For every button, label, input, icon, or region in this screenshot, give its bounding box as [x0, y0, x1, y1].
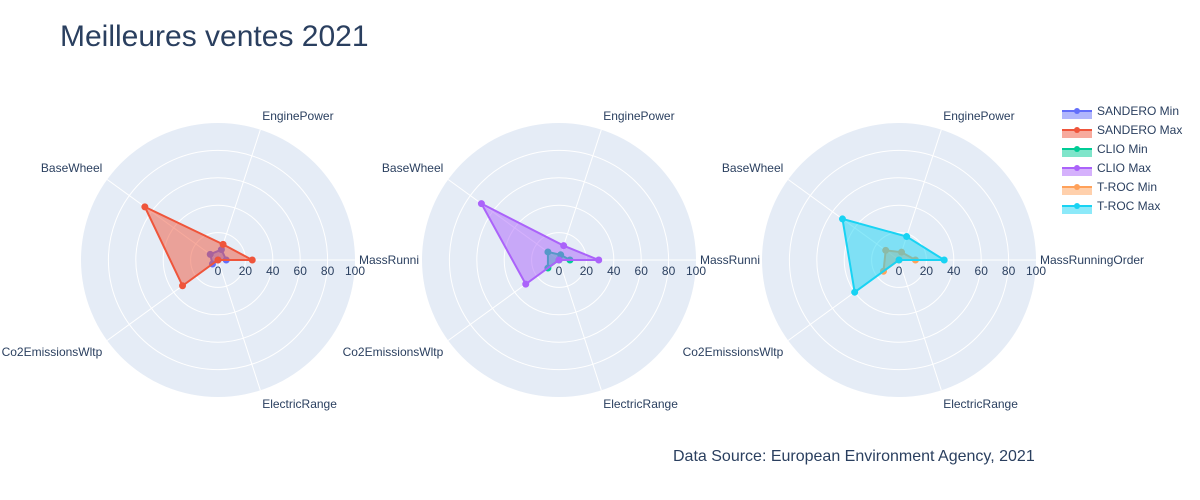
axis-label-enginepower: EnginePower: [943, 109, 1014, 123]
data-point[interactable]: [940, 256, 948, 264]
legend-label: SANDERO Min: [1097, 104, 1179, 118]
axis-label-massrunningorder: MassRunni: [700, 253, 760, 267]
data-point[interactable]: [903, 233, 911, 241]
series-clio-max[interactable]: [477, 200, 603, 288]
radial-tick-label: 0: [896, 264, 903, 278]
data-point[interactable]: [595, 256, 603, 264]
legend-marker: [1074, 165, 1080, 171]
legend-swatch: [1062, 111, 1092, 119]
legend-label: CLIO Max: [1097, 161, 1151, 175]
axis-label-co2emissionswltp: Co2EmissionsWltp: [683, 345, 784, 359]
axis-label-electricrange: ElectricRange: [262, 397, 337, 411]
legend-swatch: [1062, 206, 1092, 214]
legend-marker: [1074, 127, 1080, 133]
axis-label-massrunningorder: MassRunni: [359, 253, 419, 267]
data-point[interactable]: [555, 256, 563, 264]
legend-item-sandero-max[interactable]: SANDERO Max: [1062, 123, 1182, 138]
legend-swatch: [1062, 149, 1092, 157]
axis-label-enginepower: EnginePower: [262, 109, 333, 123]
data-point[interactable]: [838, 215, 846, 223]
data-point[interactable]: [179, 282, 187, 290]
axis-label-enginepower: EnginePower: [603, 109, 674, 123]
source-note: Data Source: European Environment Agency…: [673, 448, 1035, 465]
data-point[interactable]: [214, 256, 222, 264]
angular-grid-line: [217, 259, 261, 391]
radial-tick-label: 60: [975, 264, 989, 278]
axis-label-electricrange: ElectricRange: [603, 397, 678, 411]
radial-tick-label: 40: [947, 264, 961, 278]
legend-label: CLIO Min: [1097, 142, 1148, 156]
legend-marker: [1074, 184, 1080, 190]
axis-label-basewheel: BaseWheel: [382, 161, 443, 175]
radial-tick-label: 80: [662, 264, 676, 278]
legend-marker: [1074, 203, 1080, 209]
legend-swatch: [1062, 187, 1092, 195]
legend-item-clio-min[interactable]: CLIO Min: [1062, 142, 1148, 157]
data-point[interactable]: [248, 256, 256, 264]
angular-grid-line: [217, 129, 261, 261]
legend[interactable]: SANDERO Min SANDERO Max CLIO Min CLIO Max T-…: [1062, 104, 1182, 214]
radial-tick-label: 20: [920, 264, 934, 278]
angular-grid-line: [558, 129, 602, 261]
legend-item-t-roc-max[interactable]: T-ROC Max: [1062, 199, 1160, 214]
legend-label: SANDERO Max: [1097, 123, 1182, 137]
radial-tick-label: 80: [321, 264, 335, 278]
radial-tick-label: 20: [580, 264, 594, 278]
data-point[interactable]: [522, 280, 530, 288]
legend-swatch: [1062, 168, 1092, 176]
axis-label-electricrange: ElectricRange: [943, 397, 1018, 411]
series-sandero-max[interactable]: [141, 203, 256, 290]
axis-label-basewheel: BaseWheel: [41, 161, 102, 175]
legend-item-clio-max[interactable]: CLIO Max: [1062, 161, 1151, 176]
series-area[interactable]: [478, 201, 600, 286]
data-point[interactable]: [560, 242, 568, 250]
legend-label: T-ROC Min: [1097, 180, 1157, 194]
legend-marker: [1074, 108, 1080, 114]
radial-tick-label: 100: [686, 264, 706, 278]
radial-tick-label: 80: [1002, 264, 1016, 278]
radial-tick-label: 100: [1026, 264, 1046, 278]
legend-label: T-ROC Max: [1097, 199, 1160, 213]
data-point[interactable]: [851, 288, 859, 296]
legend-marker: [1074, 146, 1080, 152]
angular-grid-line: [558, 259, 602, 391]
legend-swatch: [1062, 130, 1092, 138]
legend-item-t-roc-min[interactable]: T-ROC Min: [1062, 180, 1157, 195]
radial-tick-label: 20: [239, 264, 253, 278]
data-point[interactable]: [219, 240, 227, 248]
radial-tick-label: 100: [345, 264, 365, 278]
radial-tick-label: 40: [266, 264, 280, 278]
radial-tick-label: 0: [215, 264, 222, 278]
page-title: Meilleures ventes 2021: [60, 20, 369, 53]
series-area[interactable]: [841, 217, 948, 294]
axis-label-co2emissionswltp: Co2EmissionsWltp: [343, 345, 444, 359]
radial-tick-label: 40: [607, 264, 621, 278]
radial-tick-label: 60: [294, 264, 308, 278]
legend-item-sandero-min[interactable]: SANDERO Min: [1062, 104, 1179, 119]
series-t-roc-max[interactable]: [838, 215, 948, 296]
data-point[interactable]: [141, 203, 149, 211]
radial-tick-label: 0: [556, 264, 563, 278]
axis-label-co2emissionswltp: Co2EmissionsWltp: [2, 345, 103, 359]
axis-label-massrunningorder: MassRunningOrder: [1040, 253, 1144, 267]
axis-label-basewheel: BaseWheel: [722, 161, 783, 175]
data-point[interactable]: [477, 200, 485, 208]
angular-grid-line: [898, 259, 942, 391]
data-point[interactable]: [895, 256, 903, 264]
series-area[interactable]: [142, 204, 253, 288]
radar-chart-2[interactable]: 0 20 40 60 80 100MassRunniEnginePowerBaseWhee…: [343, 109, 760, 411]
radar-chart-3[interactable]: 0 20 40 60 80 100MassRunningOrderEnginePowerB…: [683, 109, 1144, 411]
radial-tick-label: 60: [635, 264, 649, 278]
